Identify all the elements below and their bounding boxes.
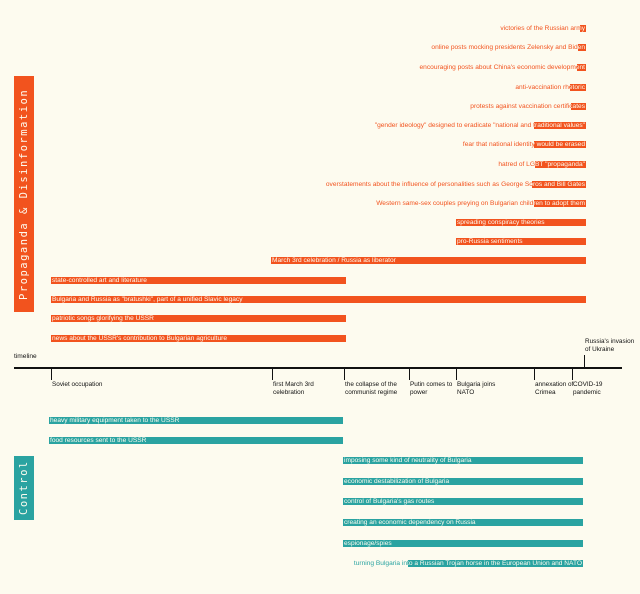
control-item-label: espionage/spies xyxy=(344,540,392,547)
section-label-propaganda: Propaganda & Disinformation xyxy=(14,76,34,312)
propaganda-label-overlay: overstatements about the influence of pe… xyxy=(532,181,585,188)
propaganda-bar xyxy=(51,296,586,303)
control-bar xyxy=(343,540,583,547)
propaganda-label-overlay: victories of the Russian army xyxy=(580,25,585,32)
propaganda-bar xyxy=(456,219,586,226)
propaganda-item-label: protests against vaccination certificate… xyxy=(470,102,585,111)
propaganda-bar xyxy=(271,257,586,264)
propaganda-label-overlay: protests against vaccination certificate… xyxy=(571,103,585,110)
control-item-label: heavy military equipment taken to the US… xyxy=(50,417,180,424)
propaganda-bar xyxy=(534,141,586,148)
event-label: the collapse of the communist regime xyxy=(345,381,398,396)
propaganda-bar xyxy=(577,64,586,71)
control-bar xyxy=(343,519,583,526)
propaganda-item-label: Bulgaria and Russia as "bratushki", part… xyxy=(52,296,243,303)
propaganda-item-label: online posts mocking presidents Zelensky… xyxy=(431,43,585,52)
propaganda-bar xyxy=(532,181,586,188)
event-label: Putin comes to power xyxy=(410,381,453,396)
propaganda-item-label: March 3rd celebration / Russia as libera… xyxy=(272,257,396,264)
event-tick xyxy=(50,368,52,380)
control-bar xyxy=(343,457,583,464)
propaganda-item-label: "gender ideology" designed to eradicate … xyxy=(374,121,585,130)
propaganda-item-label: victories of the Russian army xyxy=(500,24,585,33)
control-item-label: economic destabilization of Bulgaria xyxy=(344,478,450,485)
control-bar xyxy=(343,498,583,505)
event-tick xyxy=(271,368,273,380)
propaganda-bar xyxy=(570,84,586,91)
control-bar xyxy=(49,417,343,424)
event-tick xyxy=(343,368,345,380)
control-bar xyxy=(49,437,343,444)
propaganda-label-overlay: Western same-sex couples preying on Bulg… xyxy=(534,200,585,207)
control-item-label: control of Bulgaria's gas routes xyxy=(344,498,435,505)
propaganda-label-overlay: encouraging posts about China's economic… xyxy=(577,64,585,71)
propaganda-bar xyxy=(456,238,586,245)
control-item-label: turning Bulgaria into a Russian Trojan h… xyxy=(353,560,582,567)
section-label-control: Control xyxy=(14,456,34,520)
propaganda-bar xyxy=(535,161,586,168)
propaganda-item-label: patriotic songs glorifying the USSR xyxy=(52,315,154,322)
propaganda-bar xyxy=(51,315,346,322)
control-label-overlay: turning Bulgaria into a Russian Trojan h… xyxy=(408,560,582,567)
propaganda-bar xyxy=(571,103,586,110)
event-label: Soviet occupation xyxy=(52,381,103,388)
propaganda-bar xyxy=(578,44,586,51)
propaganda-item-label: anti-vaccination rhetoric xyxy=(515,83,585,92)
propaganda-item-label: overstatements about the influence of pe… xyxy=(325,180,585,189)
event-label: Russia's invasion of Ukraine xyxy=(585,338,635,353)
event-tick xyxy=(455,368,457,380)
propaganda-label-overlay: anti-vaccination rhetoric xyxy=(570,84,585,91)
control-bar xyxy=(343,478,583,485)
propaganda-bar xyxy=(580,25,586,32)
propaganda-bar xyxy=(51,335,346,342)
propaganda-bar xyxy=(51,277,346,284)
propaganda-item-label: hatred of LGBT "propaganda" xyxy=(498,160,585,169)
control-item-label: food resources sent to the USSR xyxy=(50,437,147,444)
propaganda-item-label: fear that national identity would be era… xyxy=(462,140,585,149)
propaganda-item-label: state-controlled art and literature xyxy=(52,277,147,284)
event-tick xyxy=(583,355,585,368)
propaganda-item-label: news about the USSR's contribution to Bu… xyxy=(52,335,227,342)
control-item-label: creating an economic dependency on Russi… xyxy=(344,519,476,526)
control-item-label: imposing some kind of neutrality of Bulg… xyxy=(344,457,472,464)
event-tick xyxy=(408,368,410,380)
timeline-axis xyxy=(14,367,622,369)
propaganda-label-overlay: hatred of LGBT "propaganda" xyxy=(535,161,585,168)
control-bar xyxy=(408,560,583,567)
propaganda-item-label: Western same-sex couples preying on Bulg… xyxy=(376,199,585,208)
propaganda-item-label: spreading conspiracy theories xyxy=(457,219,545,226)
propaganda-item-label: encouraging posts about China's economic… xyxy=(419,63,585,72)
event-label: first March 3rd celebration xyxy=(273,381,314,396)
axis-title: timeline xyxy=(14,353,37,360)
propaganda-bar xyxy=(534,122,586,129)
event-tick xyxy=(571,368,573,380)
event-label: annexation of Crimea xyxy=(535,381,574,396)
event-tick xyxy=(533,368,535,380)
propaganda-label-overlay: "gender ideology" designed to eradicate … xyxy=(534,122,585,129)
propaganda-label-overlay: fear that national identity would be era… xyxy=(534,141,585,148)
propaganda-bar xyxy=(534,200,586,207)
propaganda-label-overlay: online posts mocking presidents Zelensky… xyxy=(578,44,585,51)
event-label: Bulgaria joins NATO xyxy=(457,381,496,396)
propaganda-item-label: pro-Russia sentiments xyxy=(457,238,523,245)
event-label: COVID-19 pandemic xyxy=(573,381,603,396)
